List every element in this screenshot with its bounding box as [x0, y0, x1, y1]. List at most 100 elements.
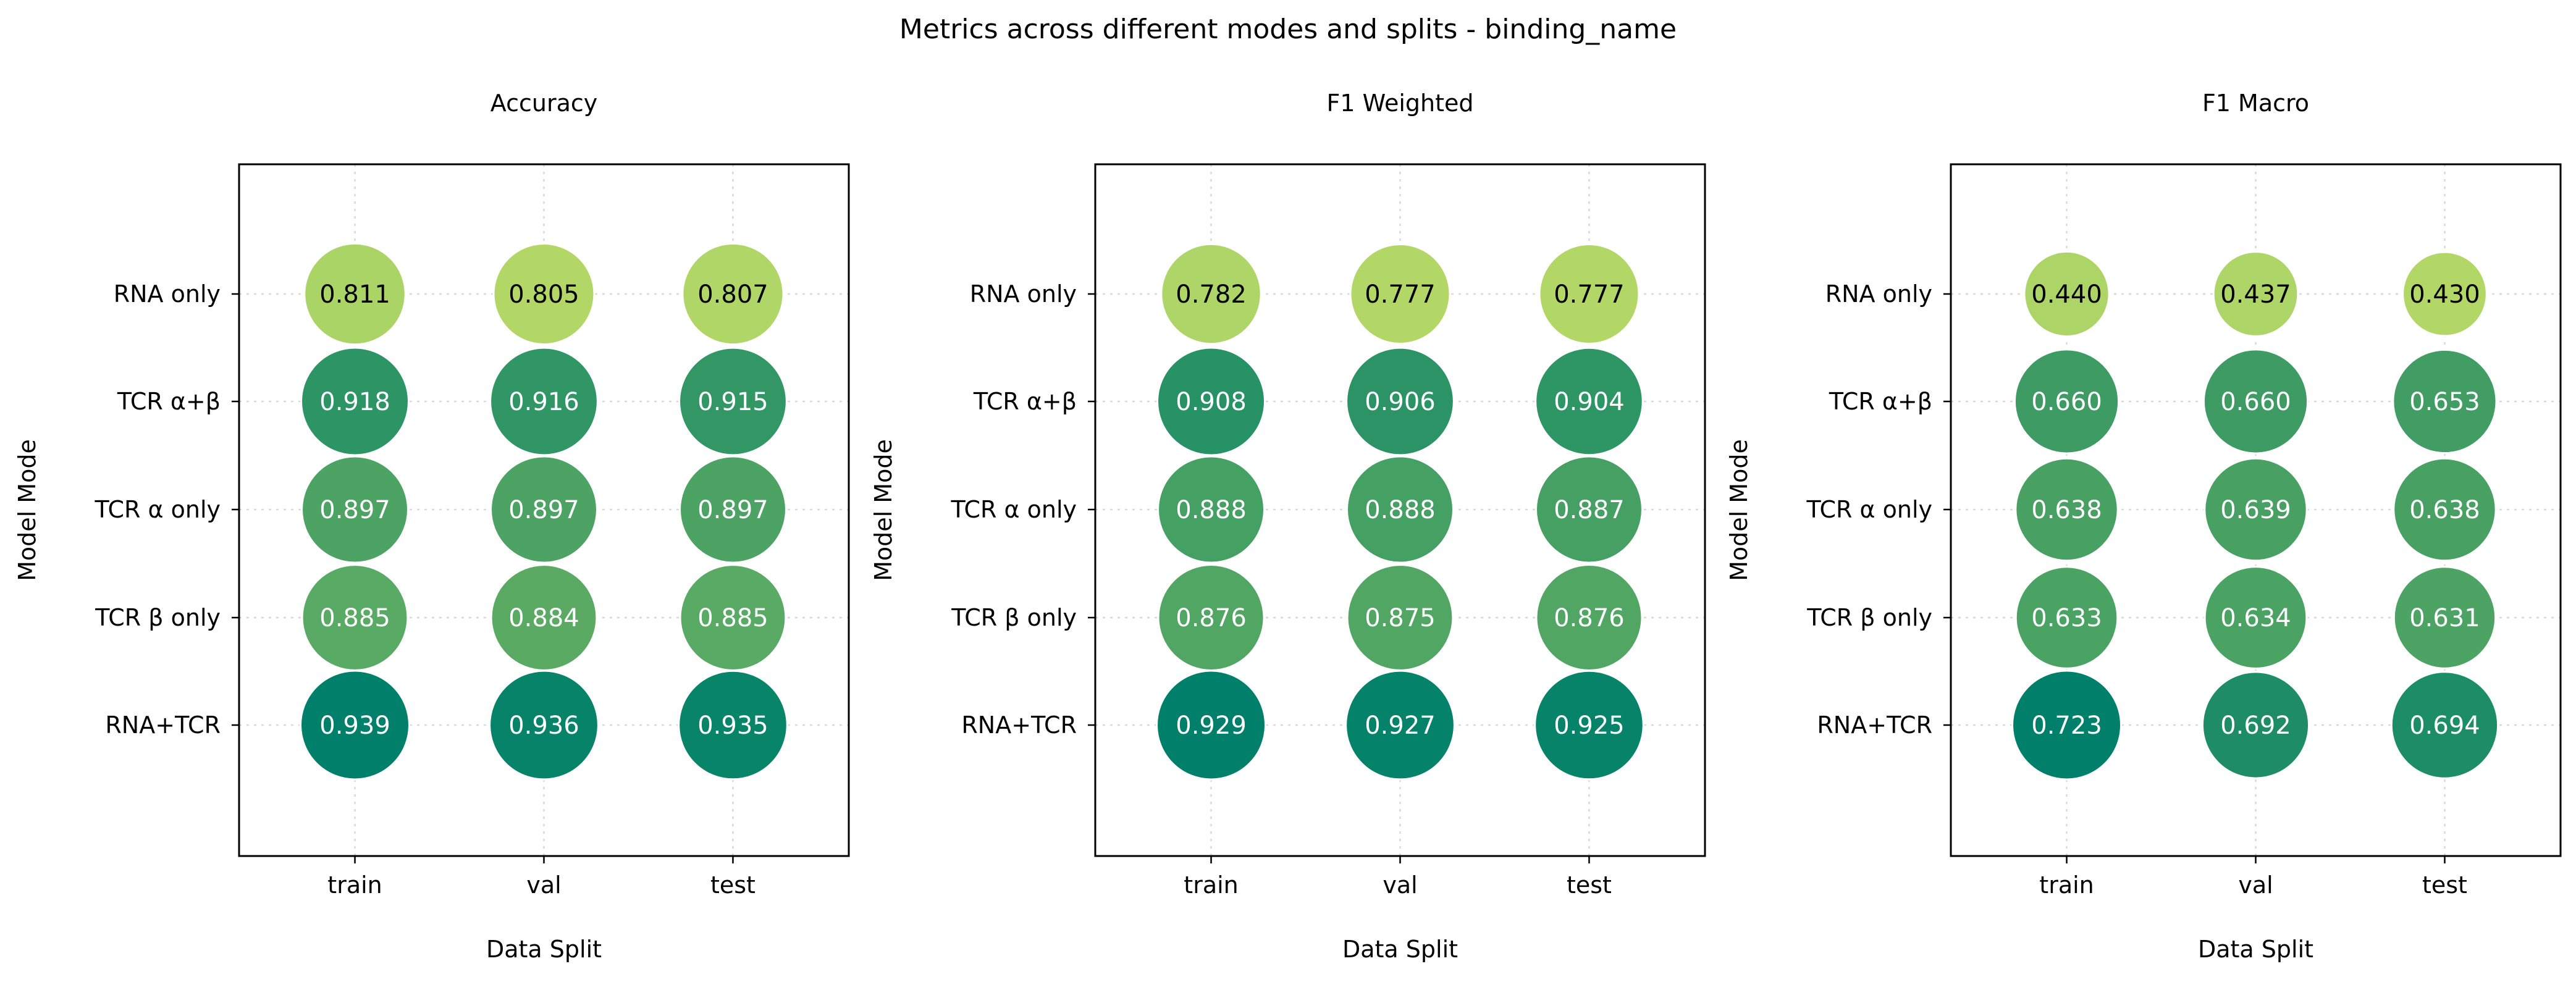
data-label: 0.904 [1554, 388, 1625, 416]
data-label: 0.777 [1365, 280, 1436, 309]
x-tick-label: train [1184, 871, 1238, 899]
data-label: 0.875 [1365, 604, 1436, 632]
x-tick-label: val [526, 871, 561, 899]
x-axis-label: Data Split [1342, 936, 1458, 963]
data-label: 0.939 [319, 711, 390, 740]
data-point [492, 243, 596, 345]
y-axis-label: Model Mode [870, 439, 897, 581]
data-label: 0.440 [2031, 280, 2102, 309]
y-tick-label: RNA+TCR [961, 711, 1077, 739]
data-label: 0.897 [319, 496, 390, 524]
data-label: 0.811 [319, 280, 390, 309]
data-point [301, 455, 410, 564]
data-point [678, 669, 788, 781]
data-label: 0.660 [2220, 388, 2291, 416]
data-label: 0.906 [1365, 388, 1436, 416]
data-point [2393, 566, 2497, 669]
data-label: 0.692 [2220, 711, 2291, 740]
data-label: 0.925 [1554, 711, 1625, 740]
y-axis-label: Model Mode [1725, 439, 1753, 581]
data-point [489, 669, 599, 781]
chart-panels: Accuracy 0.811 0.805 0.807 0.918 0.916 0.915 0.… [14, 90, 2562, 963]
x-tick-label: test [1567, 871, 1612, 899]
data-label: 0.639 [2220, 496, 2291, 524]
y-tick-label: RNA only [970, 280, 1077, 308]
x-axis-label: Data Split [486, 936, 602, 963]
data-label: 0.807 [697, 280, 768, 309]
data-point [678, 455, 787, 564]
data-point [1345, 346, 1455, 456]
x-tick-label: val [2238, 871, 2273, 899]
data-point [2202, 348, 2309, 455]
y-tick-label: RNA+TCR [1817, 711, 1932, 739]
data-point [2014, 566, 2119, 669]
x-tick-label: test [710, 871, 756, 899]
data-point [1157, 455, 1266, 564]
data-label: 0.633 [2031, 604, 2102, 632]
y-tick-label: TCR α+β [1829, 388, 1932, 415]
data-point [2023, 250, 2110, 338]
data-label: 0.916 [508, 388, 579, 416]
data-label: 0.884 [508, 604, 579, 632]
x-tick-label: val [1383, 871, 1417, 899]
y-tick-label: TCR β only [951, 604, 1077, 631]
data-label: 0.929 [1176, 711, 1247, 740]
data-point [2393, 457, 2497, 562]
data-point [490, 455, 598, 564]
data-point [1160, 243, 1262, 345]
data-point [1538, 243, 1640, 345]
x-tick-label: train [2039, 871, 2094, 899]
data-point [1346, 455, 1454, 564]
data-label: 0.694 [2409, 711, 2480, 740]
data-label: 0.887 [1554, 496, 1625, 524]
data-label: 0.918 [319, 388, 390, 416]
data-point [1156, 346, 1266, 456]
data-point [2203, 457, 2308, 562]
data-label: 0.782 [1176, 280, 1247, 309]
data-point [2212, 251, 2299, 337]
chart-panel-1: Accuracy 0.811 0.805 0.807 0.918 0.916 0.915 0.… [14, 90, 850, 963]
data-label: 0.638 [2031, 496, 2102, 524]
y-tick-label: RNA+TCR [105, 711, 221, 739]
data-label: 0.936 [508, 711, 579, 740]
data-label: 0.897 [697, 496, 768, 524]
data-point [1156, 669, 1267, 781]
data-label: 0.888 [1365, 496, 1436, 524]
data-point [1345, 669, 1455, 781]
chart-panel-3: F1 Macro 0.440 0.437 0.430 0.660 0.660 0.653 0.… [1725, 90, 2562, 963]
panel-title: Accuracy [490, 90, 598, 117]
data-point [2402, 251, 2488, 337]
data-label: 0.888 [1176, 496, 1247, 524]
figure-title: Metrics across different modes and split… [899, 14, 1677, 45]
data-point [2390, 671, 2499, 779]
data-label: 0.660 [2031, 388, 2102, 416]
data-label: 0.885 [319, 604, 390, 632]
data-point [303, 242, 406, 346]
y-axis-label: Model Mode [14, 439, 41, 581]
y-tick-label: TCR α+β [973, 388, 1077, 415]
data-point [2203, 566, 2308, 669]
data-label: 0.805 [508, 280, 579, 309]
data-point [300, 669, 411, 781]
data-label: 0.927 [1365, 711, 1436, 740]
data-point [1534, 669, 1644, 781]
x-tick-label: test [2422, 871, 2467, 899]
y-tick-label: RNA only [114, 280, 221, 308]
y-tick-label: TCR β only [95, 604, 221, 631]
data-label: 0.897 [508, 496, 579, 524]
y-tick-label: TCR α+β [117, 388, 221, 415]
data-point [2201, 671, 2310, 779]
data-point [2392, 348, 2498, 455]
data-label: 0.935 [697, 711, 768, 740]
data-label: 0.631 [2409, 604, 2480, 632]
data-point [489, 346, 599, 456]
data-label: 0.723 [2031, 711, 2102, 740]
y-tick-label: TCR β only [1806, 604, 1932, 631]
data-label: 0.915 [697, 388, 768, 416]
data-label: 0.653 [2409, 388, 2480, 416]
x-axis-label: Data Split [2198, 936, 2313, 963]
chart-panel-2: F1 Weighted 0.782 0.777 0.777 0.908 0.906 0.90… [870, 90, 1706, 963]
data-point [2014, 457, 2119, 562]
data-label: 0.777 [1554, 280, 1625, 309]
